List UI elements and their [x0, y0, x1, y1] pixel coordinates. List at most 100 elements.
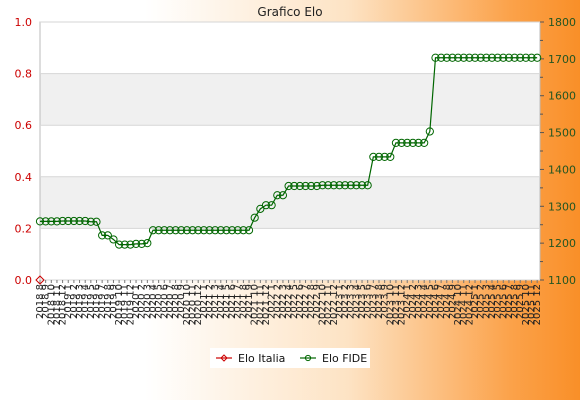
- grid-lines: [40, 21, 540, 281]
- data-point: [312, 181, 321, 191]
- x-tick-label: 2021 5: [221, 284, 232, 319]
- x-tick-label: 2021 7: [233, 284, 244, 319]
- legend: Elo Italia Elo FIDE: [210, 348, 370, 368]
- x-tick-label: 2023 10: [385, 284, 396, 325]
- y-left-tick-label: 0.0: [15, 274, 33, 287]
- data-point: [64, 216, 73, 226]
- data-point: [527, 53, 536, 62]
- series-elo-italia: [35, 275, 45, 285]
- data-point: [340, 181, 350, 190]
- x-tick-label: 2019 10: [114, 284, 125, 325]
- data-point: [284, 181, 293, 191]
- x-tick-label: 2022 10: [317, 284, 328, 325]
- x-tick-label: 2023 11: [391, 284, 402, 325]
- data-point: [148, 226, 158, 235]
- x-tick-label: 2025 10: [521, 284, 532, 325]
- data-point: [357, 181, 367, 190]
- x-tick-label: 2019 9: [108, 284, 119, 319]
- data-point: [521, 53, 530, 62]
- x-tick-label: 2025 1: [470, 284, 481, 319]
- data-point: [165, 226, 175, 235]
- data-point: [244, 226, 254, 235]
- data-point: [442, 53, 451, 62]
- x-tick-label: 2022 4: [284, 284, 295, 319]
- x-tick-label: 2023 12: [397, 284, 408, 325]
- x-tick-label: 2022 11: [323, 284, 334, 325]
- x-tick-label: 2023 4: [351, 284, 362, 319]
- data-point: [408, 138, 417, 147]
- y-right-tick-label: 1700: [548, 53, 576, 66]
- x-tick-label: 2025 7: [504, 284, 515, 319]
- data-point: [81, 216, 90, 226]
- data-point: [216, 226, 225, 235]
- data-point: [261, 201, 271, 210]
- data-point: [318, 181, 327, 190]
- data-point: [369, 152, 378, 161]
- x-tick-label: 2018 12: [58, 284, 69, 325]
- x-tick-label: 2019 5: [86, 284, 97, 319]
- y-left-tick-label: 0.8: [15, 68, 33, 81]
- x-tick-label: 2025 3: [481, 284, 492, 319]
- data-point: [487, 53, 497, 62]
- data-point: [397, 138, 406, 147]
- x-tick-label: 2024 5: [425, 284, 436, 319]
- data-point: [126, 240, 135, 249]
- y-left-tick-label: 0.2: [15, 222, 33, 235]
- x-tick-label: 2025 8: [510, 284, 521, 319]
- x-tick-label: 2020 6: [159, 284, 170, 319]
- legend-label: Elo FIDE: [322, 352, 367, 365]
- x-tick-label: 2022 3: [278, 284, 289, 319]
- x-tick-label: 2024 12: [464, 284, 475, 325]
- data-point: [374, 152, 384, 161]
- data-point: [137, 239, 146, 248]
- x-tick-label: 2023 3: [346, 284, 357, 319]
- data-point: [425, 127, 434, 136]
- plot-background: [40, 22, 540, 280]
- y-left-tick-label: 1.0: [15, 16, 33, 29]
- data-point: [476, 53, 485, 62]
- x-tick-label: 2019 2: [69, 284, 80, 319]
- data-point: [199, 226, 208, 235]
- data-point: [307, 181, 316, 191]
- y-right-tick-label: 1100: [548, 274, 576, 287]
- x-tick-label: 2019 11: [120, 284, 131, 325]
- x-tick-label: 2020 7: [165, 284, 176, 319]
- data-point: [171, 226, 180, 235]
- x-tick-label: 2025 12: [532, 284, 543, 325]
- x-tick-label: 2024 7: [436, 284, 447, 319]
- x-tick-label: 2018 10: [46, 284, 57, 325]
- x-tick-label: 2020 12: [193, 284, 204, 325]
- x-tick-label: 2019 4: [80, 284, 91, 319]
- data-point: [273, 191, 282, 200]
- x-tick-label: 2020 2: [137, 284, 148, 319]
- x-tick-label: 2018 8: [35, 284, 46, 319]
- data-point: [346, 181, 355, 190]
- grid-band: [40, 73, 540, 126]
- data-point: [154, 226, 163, 235]
- data-point: [504, 53, 514, 62]
- x-tick-label: 2024 10: [453, 284, 464, 325]
- y-right-tick-label: 1500: [548, 127, 576, 140]
- data-point: [493, 53, 502, 62]
- y-left-tick-label: 0.6: [15, 119, 33, 132]
- data-point: [75, 216, 84, 226]
- data-point: [453, 53, 463, 62]
- grid-band: [40, 176, 540, 229]
- x-tick-label: 2021 9: [244, 284, 255, 319]
- legend-label: Elo Italia: [238, 352, 285, 365]
- x-tick-label: 2023 1: [334, 284, 345, 319]
- x-tick-label: 2025 4: [487, 284, 498, 319]
- legend-box: [210, 348, 370, 368]
- data-point: [35, 217, 45, 226]
- data-point: [205, 226, 214, 235]
- data-point: [465, 53, 474, 62]
- data-point: [386, 152, 395, 161]
- x-tick-label: 2018 11: [52, 284, 63, 325]
- x-tick-label: 2021 6: [227, 284, 238, 319]
- data-point: [448, 53, 457, 62]
- data-point: [86, 217, 95, 226]
- data-point: [459, 53, 468, 62]
- data-point: [324, 181, 333, 190]
- y-left-tick-label: 0.4: [15, 171, 33, 184]
